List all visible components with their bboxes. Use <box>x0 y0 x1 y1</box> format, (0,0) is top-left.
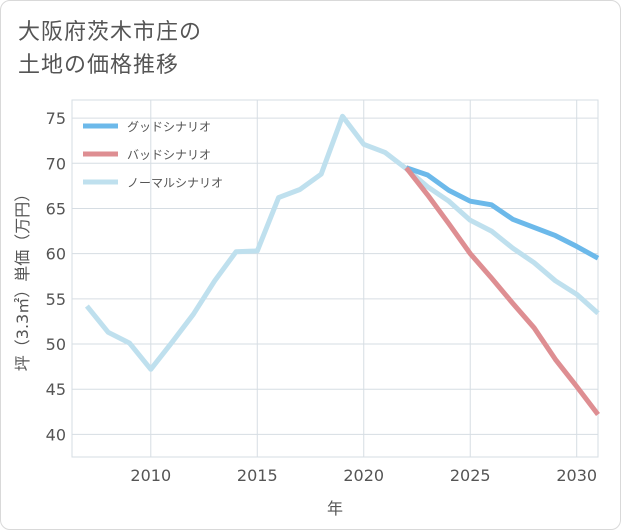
y-tick-label: 40 <box>46 425 66 444</box>
x-tick-label: 2020 <box>343 466 384 485</box>
series-line-0 <box>405 165 600 261</box>
plot-frame <box>71 99 599 458</box>
x-tick-label: 2030 <box>556 466 597 485</box>
x-axis-title: 年 <box>327 499 343 518</box>
axes: 2010 2015 2020 2025 2030 40 45 50 55 60 65 70 75 <box>46 109 597 485</box>
y-tick-label: 65 <box>46 199 66 218</box>
y-tick-label: 70 <box>46 154 66 173</box>
series-lines <box>84 113 600 417</box>
y-tick-label: 50 <box>46 335 66 354</box>
x-tick-label: 2010 <box>130 466 171 485</box>
title-line-2: 土地の価格推移 <box>18 53 180 78</box>
y-axis-title: 坪（3.3㎡）単価（万円） <box>13 186 32 371</box>
y-tick-label: 45 <box>46 380 66 399</box>
legend-label: グッドシナリオ <box>127 120 211 134</box>
legend-label: ノーマルシナリオ <box>127 176 223 190</box>
grid-lines <box>71 99 599 458</box>
series-line-2 <box>84 113 600 372</box>
x-tick-label: 2015 <box>237 466 278 485</box>
legend-label: バッドシナリオ <box>127 148 211 162</box>
y-tick-label: 55 <box>46 290 66 309</box>
y-tick-label: 75 <box>46 109 66 128</box>
chart-title: 大阪府茨木市庄の 土地の価格推移 <box>18 16 202 82</box>
y-tick-label: 60 <box>46 245 66 264</box>
x-tick-label: 2025 <box>450 466 491 485</box>
series-line-1 <box>404 166 600 417</box>
title-line-1: 大阪府茨木市庄の <box>18 20 203 45</box>
